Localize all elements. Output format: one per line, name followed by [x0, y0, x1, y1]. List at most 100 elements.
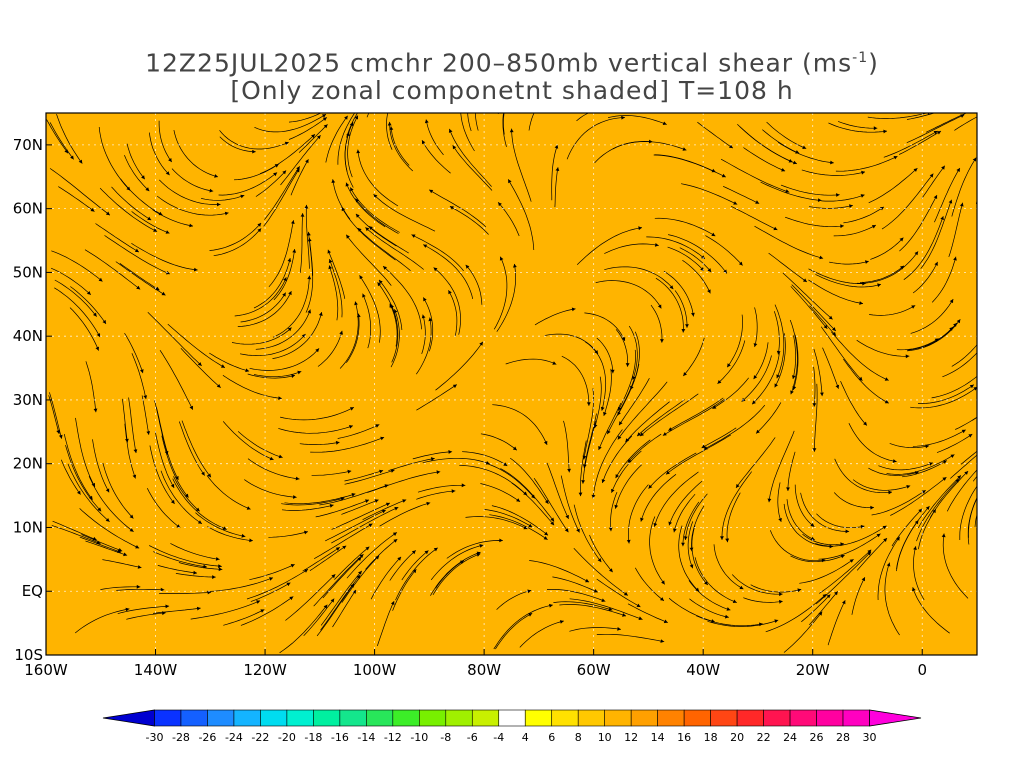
streamline-arrow	[459, 560, 464, 564]
streamline-arrow	[950, 454, 955, 458]
streamline	[951, 157, 977, 217]
streamline-arrow	[143, 395, 148, 399]
streamline	[889, 443, 930, 448]
streamline-arrow	[311, 134, 315, 139]
streamline-arrow	[58, 434, 63, 439]
streamline-arrow	[216, 384, 221, 388]
streamline-arrow	[513, 263, 517, 268]
streamline-arrow	[479, 341, 483, 346]
streamline	[331, 502, 391, 530]
streamline	[281, 504, 334, 511]
streamline-arrow	[393, 309, 398, 314]
streamline	[712, 377, 749, 409]
streamline	[314, 523, 373, 560]
streamline	[802, 533, 845, 546]
streamline	[881, 173, 934, 230]
streamline-arrow	[170, 483, 175, 488]
streamline-arrow	[976, 98, 980, 102]
streamline-arrow	[884, 399, 889, 404]
streamline-arrow	[559, 620, 564, 624]
streamline-arrow	[860, 524, 865, 529]
streamline-arrow	[196, 606, 201, 611]
streamline-arrow	[486, 70, 490, 74]
streamline	[344, 132, 350, 172]
streamline	[615, 439, 651, 479]
streamline-arrow	[870, 505, 874, 510]
streamline-arrow	[662, 432, 667, 436]
streamline	[303, 598, 335, 636]
streamline	[713, 544, 744, 590]
streamline-arrow	[666, 470, 670, 475]
streamline-arrow	[335, 440, 340, 445]
streamline	[960, 450, 977, 465]
streamline-arrow	[830, 160, 834, 165]
streamline	[366, 113, 370, 118]
streamline-arrow	[424, 550, 429, 555]
streamline	[459, 464, 528, 496]
streamline-arrow	[389, 303, 393, 308]
streamline-arrow	[374, 87, 378, 91]
streamline	[126, 612, 166, 620]
colorbar-swatch	[657, 709, 685, 727]
streamline-arrow	[286, 582, 291, 587]
lat-lon-gridlines	[46, 113, 977, 655]
streamline	[161, 435, 189, 498]
streamline-arrow	[389, 126, 394, 130]
streamline-arrow	[141, 175, 145, 180]
streamline-arrow	[582, 455, 587, 460]
streamline-arrow	[523, 491, 528, 496]
colorbar-label: 20	[730, 731, 744, 744]
streamline-arrow	[859, 301, 863, 305]
streamline	[760, 181, 822, 201]
streamline-arrow	[331, 574, 336, 579]
streamline-arrow	[215, 557, 220, 561]
streamline	[320, 574, 361, 631]
streamline	[762, 129, 800, 154]
streamline	[173, 476, 200, 512]
streamline	[85, 361, 97, 413]
streamline-arrow	[387, 121, 392, 126]
streamline	[206, 577, 274, 593]
streamline-arrow	[550, 521, 555, 526]
colorbar-swatch	[577, 709, 605, 727]
streamline-arrow	[988, 482, 992, 486]
streamline-arrow	[925, 444, 930, 449]
streamline-arrow	[637, 432, 641, 437]
streamline-arrow	[817, 198, 822, 202]
streamline	[974, 513, 977, 527]
streamline	[239, 333, 306, 356]
streamline-arrow	[899, 237, 904, 242]
streamline-arrow	[607, 430, 611, 435]
streamline-arrow	[184, 493, 189, 498]
streamline	[154, 431, 175, 489]
streamline-arrow	[153, 228, 158, 232]
streamline-arrow	[973, 108, 977, 112]
streamline	[815, 525, 887, 547]
streamline-arrow	[819, 255, 824, 260]
streamline-arrow	[95, 346, 99, 351]
streamline	[878, 462, 934, 471]
streamline	[856, 251, 919, 284]
streamline	[777, 142, 834, 164]
streamline-arrow	[132, 474, 137, 479]
streamline	[634, 567, 665, 602]
streamline-arrow	[485, 461, 490, 465]
streamline-arrow	[941, 533, 946, 538]
streamline-arrow	[295, 476, 300, 481]
streamline	[809, 591, 839, 626]
streamline	[687, 521, 694, 569]
streamline-arrow	[358, 570, 362, 575]
streamline	[662, 398, 726, 436]
streamline	[273, 248, 296, 301]
streamline-arrow	[77, 490, 81, 495]
streamline-arrow	[307, 309, 311, 314]
streamline	[70, 286, 107, 325]
streamline	[308, 231, 313, 276]
streamline	[589, 534, 613, 573]
streamline	[268, 220, 294, 288]
streamline	[833, 224, 877, 237]
streamline-arrow	[460, 90, 464, 94]
streamline	[156, 195, 229, 216]
streamline	[317, 330, 343, 367]
streamline	[368, 226, 409, 254]
